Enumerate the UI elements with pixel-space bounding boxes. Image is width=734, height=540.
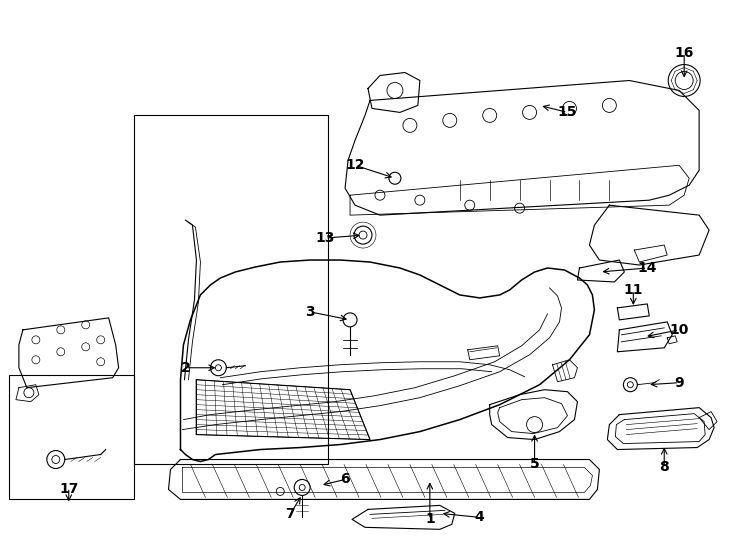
Text: 8: 8 [659,461,669,475]
Text: 9: 9 [675,376,684,390]
Bar [134,116,328,464]
Text: 4: 4 [475,510,484,524]
Bar [9,375,134,500]
Text: 6: 6 [341,472,350,487]
Text: 16: 16 [675,45,694,59]
Text: 13: 13 [316,231,335,245]
Text: 11: 11 [624,283,643,297]
Text: 1: 1 [425,512,435,526]
Text: 5: 5 [530,457,539,471]
Text: 14: 14 [638,261,657,275]
Text: 2: 2 [181,361,190,375]
Text: 7: 7 [286,508,295,521]
Text: 15: 15 [558,105,577,119]
Text: 12: 12 [345,158,365,172]
Text: 3: 3 [305,305,315,319]
Text: 10: 10 [669,323,689,337]
Text: 17: 17 [59,482,79,496]
